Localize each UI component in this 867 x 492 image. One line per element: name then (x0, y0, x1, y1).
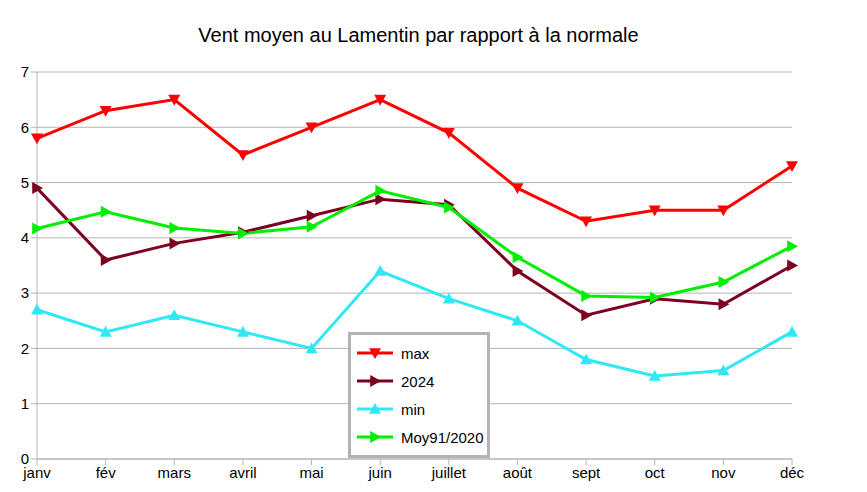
html-text:min: min (401, 400, 426, 418)
svg-text:mai: mai (299, 464, 323, 481)
svg-text:janv: janv (23, 463, 51, 481)
svg-text:7: 7 (21, 63, 29, 80)
svg-text:fév: fév (96, 464, 117, 481)
svg-text:nov: nov (711, 464, 736, 481)
svg-text:mars: mars (158, 464, 191, 481)
svg-text:2: 2 (21, 340, 29, 357)
svg-text:juillet: juillet (431, 464, 467, 481)
svg-text:avril: avril (229, 464, 257, 481)
svg-text:août: août (503, 464, 533, 481)
svg-text:déc: déc (780, 464, 805, 481)
svg-text:0: 0 (21, 450, 29, 467)
html-text:max: max (401, 344, 430, 362)
svg-text:oct: oct (645, 464, 666, 481)
svg-text:4: 4 (21, 229, 29, 246)
svg-text:juin: juin (368, 464, 392, 481)
svg-text:5: 5 (21, 174, 29, 191)
svg-text:1: 1 (21, 395, 29, 412)
html-text:Moy91/2020: Moy91/2020 (401, 428, 484, 446)
html-text:Vent moyen au Lamentin par rap: Vent moyen au Lamentin par rapport à la … (198, 24, 639, 46)
svg-text:3: 3 (21, 284, 29, 301)
svg-text:6: 6 (21, 119, 29, 136)
svg-text:sept: sept (572, 464, 601, 481)
html-text:2024: 2024 (401, 372, 435, 390)
